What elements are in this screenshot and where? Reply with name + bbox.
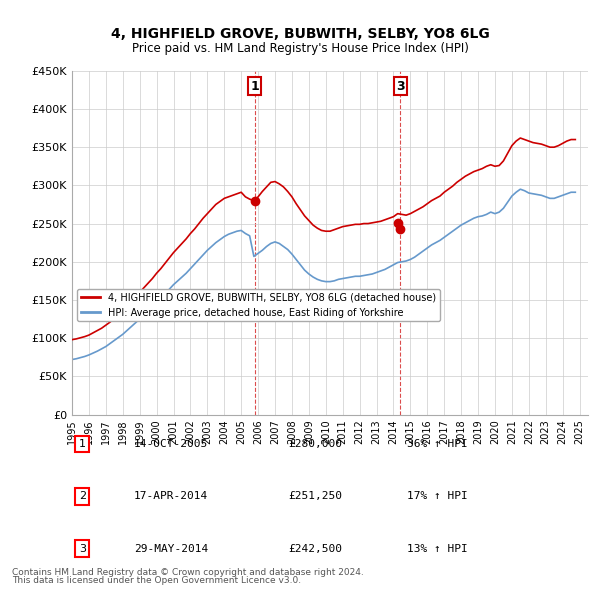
- Text: 3: 3: [79, 544, 86, 554]
- Text: Price paid vs. HM Land Registry's House Price Index (HPI): Price paid vs. HM Land Registry's House …: [131, 42, 469, 55]
- Text: 4, HIGHFIELD GROVE, BUBWITH, SELBY, YO8 6LG: 4, HIGHFIELD GROVE, BUBWITH, SELBY, YO8 …: [110, 27, 490, 41]
- Text: 36% ↑ HPI: 36% ↑ HPI: [407, 439, 468, 449]
- Text: 1: 1: [250, 80, 259, 93]
- Text: 17-APR-2014: 17-APR-2014: [134, 491, 208, 502]
- Text: 2: 2: [79, 491, 86, 502]
- Legend: 4, HIGHFIELD GROVE, BUBWITH, SELBY, YO8 6LG (detached house), HPI: Average price: 4, HIGHFIELD GROVE, BUBWITH, SELBY, YO8 …: [77, 289, 440, 322]
- Text: 3: 3: [396, 80, 404, 93]
- Text: 29-MAY-2014: 29-MAY-2014: [134, 544, 208, 554]
- Text: £251,250: £251,250: [289, 491, 343, 502]
- Text: Contains HM Land Registry data © Crown copyright and database right 2024.: Contains HM Land Registry data © Crown c…: [12, 568, 364, 577]
- Text: 1: 1: [79, 439, 86, 449]
- Text: £280,000: £280,000: [289, 439, 343, 449]
- Text: This data is licensed under the Open Government Licence v3.0.: This data is licensed under the Open Gov…: [12, 576, 301, 585]
- Text: 17% ↑ HPI: 17% ↑ HPI: [407, 491, 468, 502]
- Text: 14-OCT-2005: 14-OCT-2005: [134, 439, 208, 449]
- Text: £242,500: £242,500: [289, 544, 343, 554]
- Text: 13% ↑ HPI: 13% ↑ HPI: [407, 544, 468, 554]
